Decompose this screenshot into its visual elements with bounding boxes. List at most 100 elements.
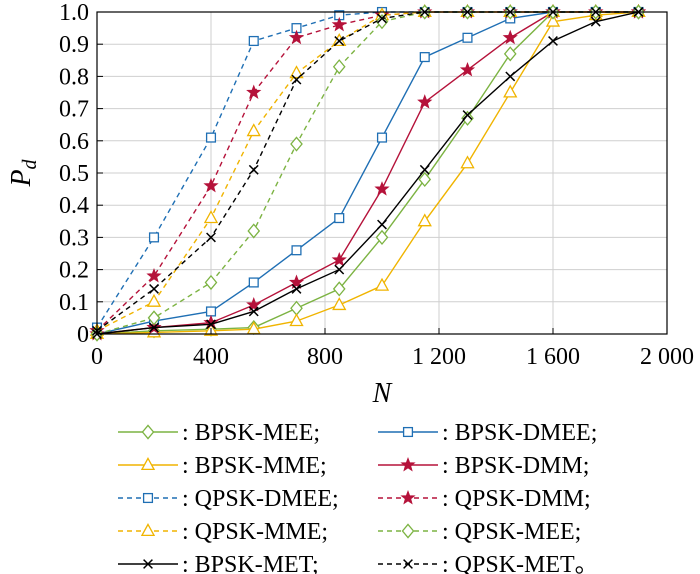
- data-point: [246, 84, 262, 99]
- data-point: [205, 306, 217, 317]
- data-point: [203, 314, 219, 330]
- legend-swatch-marker: [140, 457, 156, 471]
- data-point: [417, 94, 433, 109]
- legend-label: : QPSK-DMM;: [442, 486, 591, 512]
- data-point: [462, 32, 473, 43]
- data-point: [334, 36, 345, 46]
- data-point: [248, 35, 259, 47]
- series-line: [96, 11, 639, 328]
- data-point: [590, 16, 601, 27]
- legend-item-2: : BPSK-MME;: [118, 453, 327, 479]
- data-point: [288, 29, 305, 45]
- legend-item-8: : BPSK-MET;: [118, 552, 319, 574]
- y-axis-label-main: P: [6, 169, 37, 187]
- data-point: [146, 268, 162, 283]
- data-point: [419, 52, 430, 63]
- data-point: [460, 155, 475, 169]
- y-tick-label: 0.8: [59, 64, 89, 90]
- legend-item-7: : QPSK-MEE;: [378, 519, 581, 545]
- data-point: [149, 283, 159, 294]
- data-point: [331, 16, 347, 32]
- legend-label: : BPSK-DMEE;: [442, 420, 597, 446]
- data-point: [461, 110, 474, 126]
- x-tick-label: 800: [307, 344, 343, 370]
- data-point: [203, 177, 219, 193]
- data-point: [331, 251, 347, 267]
- y-tick-label: 0.5: [59, 161, 89, 187]
- series-line: [96, 11, 639, 332]
- legend-item-1: : BPSK-DMEE;: [378, 420, 597, 446]
- y-axis-label: Pd: [6, 158, 41, 187]
- series-6: [89, 4, 646, 336]
- legend-item-6: : QPSK-MME;: [118, 519, 328, 545]
- data-point: [505, 71, 516, 82]
- legend-swatch-marker: [400, 457, 416, 472]
- x-tick-label: 1 600: [526, 344, 580, 370]
- series-line: [96, 11, 639, 332]
- data-point: [332, 33, 347, 47]
- legend-swatch-marker: [401, 523, 415, 539]
- legend-item-3: : BPSK-DMM;: [378, 453, 589, 479]
- data-point: [248, 277, 259, 288]
- y-tick-label: 0.6: [59, 129, 89, 155]
- legend-swatch-marker: [402, 426, 414, 438]
- data-point: [377, 13, 387, 24]
- data-point: [246, 297, 262, 312]
- y-tick-label: 1.0: [59, 0, 89, 26]
- data-point: [462, 110, 473, 120]
- data-point: [290, 136, 303, 152]
- legend-swatch-marker: [143, 559, 153, 569]
- ticks: 0 400 800 1 200 1 600 2 000 0 0.1 0.2 0.3 0.4 0.5 0.…: [59, 0, 694, 370]
- data-point: [548, 36, 558, 46]
- data-point: [289, 313, 304, 327]
- data-point: [418, 171, 432, 188]
- legend-label: : QPSK-DMEE;: [182, 486, 339, 512]
- legend-swatch-marker: [142, 492, 154, 504]
- y-tick-label: 0.1: [59, 290, 89, 316]
- legend-label: : QPSK-MET。: [442, 552, 599, 574]
- data-point: [291, 74, 302, 85]
- data-point: [459, 61, 476, 77]
- data-point: [203, 210, 219, 224]
- data-point: [246, 123, 261, 137]
- legend-swatch-marker: [140, 523, 156, 537]
- data-point: [375, 229, 389, 246]
- data-point: [332, 59, 346, 75]
- data-point: [334, 213, 345, 224]
- data-point: [204, 274, 218, 291]
- y-tick-label: 0.3: [59, 225, 89, 251]
- x-tick-label: 0: [91, 344, 103, 370]
- data-point: [147, 310, 161, 326]
- y-tick-label: 0.4: [59, 193, 89, 219]
- data-point: [419, 164, 430, 175]
- y-tick-label: 0.9: [59, 32, 89, 58]
- x-tick-label: 1 200: [412, 344, 466, 370]
- legend-swatch-marker: [403, 559, 413, 569]
- data-point: [377, 219, 387, 230]
- data-point: [503, 84, 518, 98]
- y-tick-label: 0: [77, 322, 89, 348]
- data-point: [289, 65, 304, 79]
- legend-label: : BPSK-MET;: [182, 552, 319, 574]
- data-point: [417, 213, 432, 227]
- legend: : BPSK-MEE; : BPSK-DMEE; : BPSK-MME; : BPSK…: [118, 420, 599, 574]
- legend-swatch-marker: [400, 490, 416, 505]
- data-point: [248, 164, 259, 175]
- data-point: [502, 29, 518, 45]
- data-point: [206, 232, 216, 243]
- data-point: [503, 46, 517, 62]
- legend-label: : QPSK-MEE;: [442, 519, 581, 545]
- series-9: [92, 7, 644, 336]
- legend-label: : BPSK-MEE;: [182, 420, 320, 446]
- data-point: [291, 245, 302, 256]
- data-point: [288, 274, 305, 289]
- legend-label: : QPSK-MME;: [182, 519, 328, 545]
- data-point: [206, 319, 216, 330]
- legend-label: : BPSK-DMM;: [442, 453, 589, 479]
- data-point: [545, 13, 561, 27]
- x-tick-label: 2 000: [640, 344, 694, 370]
- y-tick-label: 0.2: [59, 258, 89, 284]
- y-axis-label-subscript: d: [19, 158, 41, 169]
- y-tick-label: 0.7: [59, 97, 89, 123]
